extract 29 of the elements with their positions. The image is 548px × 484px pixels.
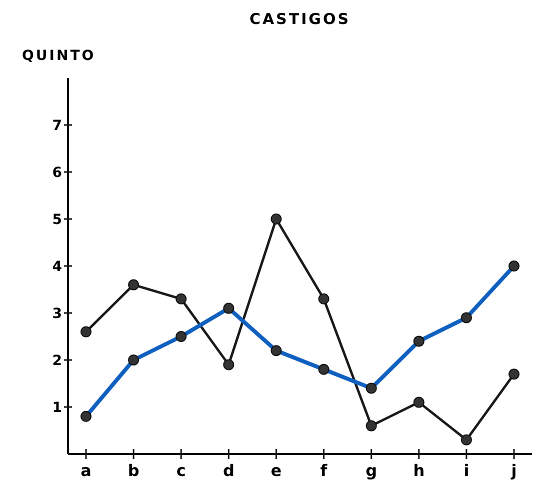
point [128, 279, 140, 290]
x-tick-label: j [510, 461, 517, 480]
point [223, 359, 234, 370]
x-tick-label: a [80, 461, 92, 480]
point [413, 396, 424, 408]
point [80, 326, 92, 338]
y-tick-label: 2 [52, 352, 62, 369]
y-tick-label: 4 [52, 258, 62, 275]
point [176, 293, 187, 304]
point [460, 434, 472, 446]
x-tick-label: g [366, 461, 378, 480]
y-tick-label: 5 [52, 212, 62, 228]
y-tick-label: 1 [52, 400, 62, 416]
chart-title: CASTIGOS [249, 10, 351, 28]
y-tick-label: 3 [52, 306, 62, 322]
x-tick-label: b [128, 461, 140, 480]
x-tick-label: f [320, 461, 328, 480]
x-tick-label: e [270, 461, 282, 480]
point [366, 420, 377, 432]
x-tick-label: h [413, 461, 425, 480]
y-tick-label: 7 [52, 118, 62, 134]
x-tick-label: c [176, 461, 186, 480]
x-tick-label: d [222, 461, 234, 480]
x-tick-label: i [464, 461, 470, 480]
point [508, 368, 520, 380]
point [270, 214, 282, 224]
point [318, 293, 330, 304]
y-axis-title: QUINTO [22, 48, 96, 64]
y-tick-label: 6 [52, 164, 62, 181]
